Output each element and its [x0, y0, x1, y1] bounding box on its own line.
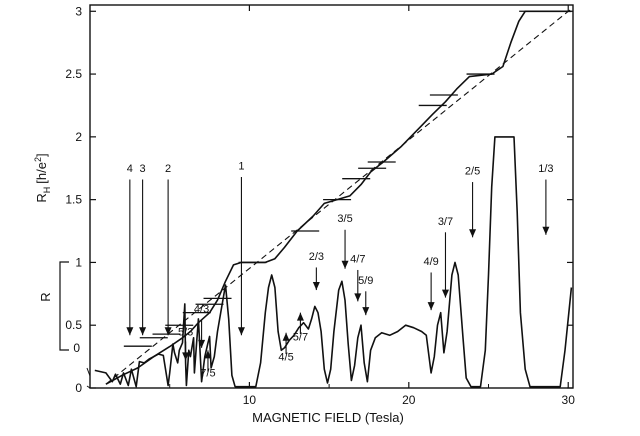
- y-tick-label: 2: [75, 130, 82, 144]
- annotation-arrowhead: [441, 289, 449, 298]
- r-axis-bracket: [59, 261, 69, 351]
- annotation-arrowhead: [312, 282, 320, 291]
- annotation-arrowhead: [182, 352, 190, 361]
- annotation-label: 5/7: [293, 331, 308, 343]
- y-axis-title-close: ]: [34, 153, 49, 157]
- x-tick-label: 30: [562, 393, 576, 407]
- axes-frame: [59, 4, 574, 389]
- axis-ticks: 0 0.5 1 1.5 2 2.5 3 10 20 30 0: [65, 4, 575, 407]
- annotation-label: 3/7: [438, 216, 453, 228]
- annotation-label: 2/5: [465, 166, 480, 178]
- annotation-label: 4: [127, 163, 133, 175]
- x-axis-title: MAGNETIC FIELD (Tesla): [252, 410, 404, 425]
- y-axis-title-sub: H: [42, 187, 52, 194]
- annotation-arrowhead: [354, 293, 362, 302]
- annotation-arrowhead: [427, 302, 435, 311]
- y-axis-title-sup: 2: [33, 157, 43, 162]
- annotation-label: 5/3: [178, 326, 193, 338]
- annotation-label: 4/7: [350, 253, 365, 265]
- annotation-arrowhead: [198, 339, 206, 348]
- series-hall-reference: [105, 8, 572, 385]
- y-tick-label: 0: [75, 381, 82, 395]
- annotation-label: 1: [238, 161, 244, 173]
- annotation-label: 4/9: [423, 256, 438, 268]
- annotation-label: 5/9: [358, 275, 373, 287]
- annotation-arrowhead: [362, 307, 370, 316]
- r-axis-title: R: [38, 292, 53, 301]
- plateau-markers: [123, 10, 548, 347]
- annotation-label: 3: [140, 163, 146, 175]
- y-tick-label: 0.5: [65, 318, 82, 332]
- annotation-arrowhead: [126, 327, 134, 336]
- annotation-label: 2/3: [309, 251, 324, 263]
- series-layer: [94, 8, 573, 388]
- annotation-label: 7/5: [200, 368, 215, 380]
- annotation-label: 2: [165, 163, 171, 175]
- x-tick-label: 20: [402, 393, 416, 407]
- annotation-arrowhead: [469, 229, 477, 238]
- y-axis-title-r: R: [34, 193, 49, 202]
- series-hall: [105, 10, 572, 385]
- annotation-label: 4/5: [278, 351, 293, 363]
- y-tick-label: 1.5: [65, 193, 82, 207]
- annotation-arrowhead: [139, 327, 147, 336]
- annotation-arrowhead: [204, 350, 212, 359]
- y-tick-label: 1: [75, 255, 82, 269]
- y-tick-label: 3: [75, 4, 82, 18]
- y-axis-title: RH [h/e2]: [33, 153, 52, 202]
- annotation-arrowhead: [296, 312, 304, 321]
- annotation-label: 1/3: [538, 163, 553, 175]
- annotation-arrowhead: [542, 226, 550, 235]
- annotations: 4 3 2 1 5/34/3 7/5 4/55/7 2/3 3/5 4/7 5/9 4/9 3/7 2/5…: [126, 161, 554, 380]
- y-tick-label: 2.5: [65, 67, 82, 81]
- annotation-label: 3/5: [337, 213, 352, 225]
- annotation-arrowhead: [282, 332, 290, 341]
- r-axis-connector: [86, 367, 91, 389]
- plot-frame: [89, 4, 574, 389]
- r-axis-tick-label: 0: [73, 341, 80, 355]
- annotation-arrowhead: [164, 327, 172, 336]
- annotation-arrowhead: [341, 260, 349, 269]
- annotation-arrowhead: [237, 327, 245, 336]
- x-tick-label: 10: [243, 393, 257, 407]
- y-axis-title-unit: [h/e: [34, 162, 49, 184]
- series-longitudinal: [94, 136, 573, 388]
- annotation-label: 4/3: [194, 304, 209, 316]
